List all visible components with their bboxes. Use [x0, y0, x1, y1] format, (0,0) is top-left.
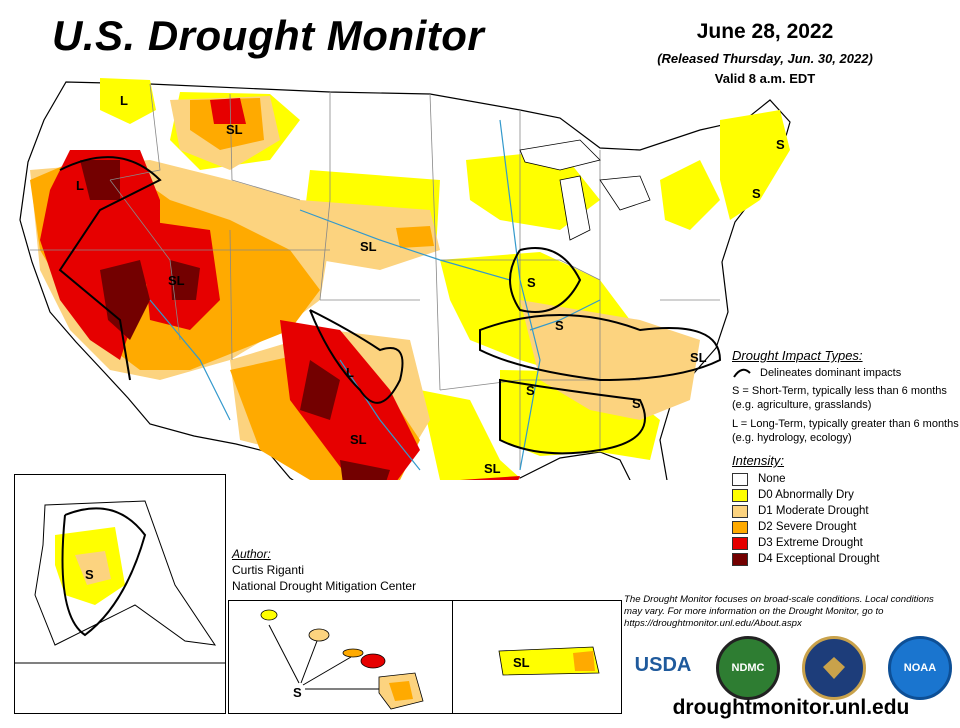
alaska-map: S	[15, 500, 225, 664]
eagle-icon	[823, 657, 845, 679]
label-hi-s: S	[293, 685, 302, 700]
label-ga-s: S	[632, 396, 641, 411]
intensity-swatch	[732, 488, 748, 502]
label-ak-s: S	[85, 567, 94, 582]
puerto-rico-inset: SL	[452, 600, 622, 714]
author-block: Author: Curtis Riganti National Drought …	[232, 546, 416, 594]
website-url[interactable]: droughtmonitor.unl.edu	[672, 696, 910, 719]
label-ne2-s: S	[752, 186, 761, 201]
puerto-rico-map: SL	[498, 646, 600, 676]
intensity-swatch	[732, 504, 748, 518]
label-ne-sl: SL	[360, 239, 377, 254]
delineation-text: Delineates dominant impacts	[760, 367, 902, 379]
intensity-swatch	[732, 552, 748, 566]
intensity-title: Intensity:	[732, 453, 785, 468]
usda-logo: USDA	[634, 636, 692, 694]
intensity-swatch	[732, 520, 748, 534]
label-ms-s: S	[526, 383, 535, 398]
partner-logos: USDA NDMC NOAA	[634, 636, 954, 700]
map-date: June 28, 2022	[696, 20, 834, 43]
author-name: Curtis Riganti	[232, 563, 305, 577]
intensity-label: None	[758, 473, 786, 485]
intensity-swatch	[732, 536, 748, 550]
delineation-line-icon	[733, 368, 751, 378]
rivers	[149, 119, 601, 471]
intensity-legend-row: D2 Severe Drought	[732, 519, 960, 535]
intensity-legend-row: D3 Extreme Drought	[732, 535, 960, 551]
alaska-inset: S	[14, 474, 226, 714]
noaa-logo-text: NOAA	[903, 662, 937, 674]
hawaii-inset: S	[228, 600, 454, 714]
intensity-legend-list: None D0 Abnormally Dry D1 Moderate Drought…	[732, 471, 960, 567]
noaa-logo: NOAA	[888, 636, 952, 700]
intensity-legend-row: None	[732, 471, 960, 487]
d4-areas	[80, 160, 390, 480]
legend: Drought Impact Types: Delineates dominan…	[732, 348, 960, 567]
label-tx-sl: SL	[350, 432, 367, 447]
hawaii-map: S	[260, 609, 424, 710]
label-pr-sl: SL	[513, 655, 530, 670]
map-title: U.S. Drought Monitor	[52, 12, 485, 59]
label-nw-l: L	[76, 178, 84, 193]
label-mw-s: S	[527, 275, 536, 290]
label-ok-l: L	[346, 365, 354, 380]
author-heading: Author:	[232, 547, 271, 561]
intensity-label: D3 Extreme Drought	[758, 537, 863, 549]
ndmc-logo: NDMC	[716, 636, 780, 700]
intensity-label: D1 Moderate Drought	[758, 505, 869, 517]
author-org: National Drought Mitigation Center	[232, 579, 417, 593]
label-oh-s: S	[555, 318, 564, 333]
disclaimer-note: The Drought Monitor focuses on broad-sca…	[624, 594, 934, 629]
great-lakes	[519, 139, 651, 241]
valid-time: Valid 8 a.m. EDT	[714, 71, 816, 86]
conus-drought-map: L SL L SL SL S S S S SL S S L SL SL	[19, 78, 791, 480]
impact-delineation-lines	[58, 156, 722, 455]
intensity-label: D4 Exceptional Drought	[758, 553, 880, 565]
intensity-label: D2 Severe Drought	[758, 521, 857, 533]
intensity-swatch	[732, 472, 748, 486]
label-gulf-sl: SL	[484, 461, 501, 476]
short-term-definition: S = Short-Term, typically less than 6 mo…	[732, 385, 947, 411]
ndmc-logo-text: NDMC	[731, 662, 765, 674]
intensity-legend-row: D4 Exceptional Drought	[732, 551, 960, 567]
commerce-seal-icon	[802, 636, 866, 700]
intensity-label: D0 Abnormally Dry	[758, 489, 854, 501]
label-ut-sl: SL	[168, 273, 185, 288]
label-pnw-l: L	[120, 93, 128, 108]
usda-logo-text: USDA	[634, 653, 692, 676]
intensity-legend-row: D0 Abnormally Dry	[732, 487, 960, 503]
impact-types-title: Drought Impact Types:	[732, 348, 863, 363]
release-date: (Released Thursday, Jun. 30, 2022)	[657, 51, 873, 66]
label-mt-sl: SL	[226, 122, 243, 137]
label-nc-sl: SL	[690, 350, 707, 365]
intensity-legend-row: D1 Moderate Drought	[732, 503, 960, 519]
label-ne1-s: S	[776, 137, 785, 152]
long-term-definition: L = Long-Term, typically greater than 6 …	[732, 418, 959, 444]
delineation-legend-row: Delineates dominant impacts	[732, 367, 960, 379]
